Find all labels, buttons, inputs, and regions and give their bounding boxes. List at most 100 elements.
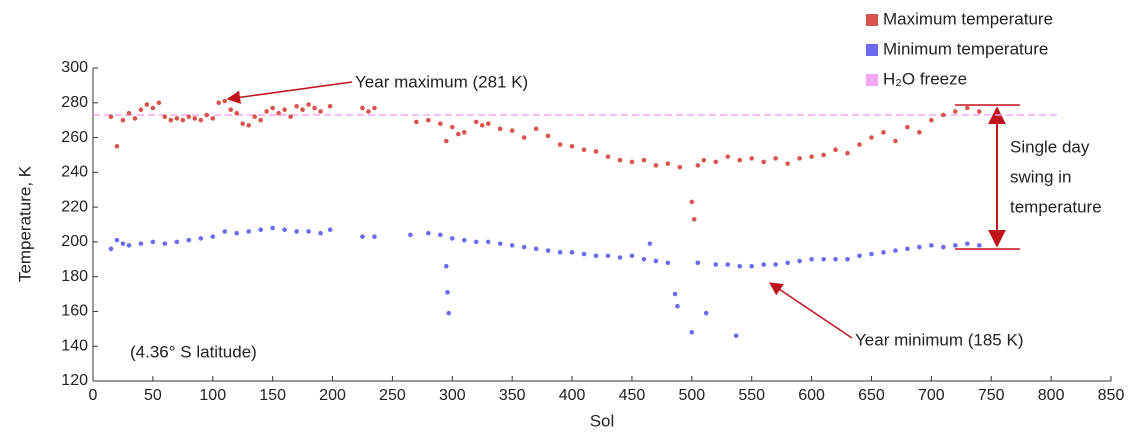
data-point	[797, 258, 802, 264]
data-point	[327, 227, 333, 233]
legend-label: Minimum temperature	[883, 39, 1048, 58]
data-point	[150, 239, 156, 245]
data-point	[180, 117, 186, 123]
data-point	[797, 156, 802, 161]
data-point	[605, 154, 611, 159]
data-point	[629, 159, 635, 165]
x-tick-label: 500	[678, 387, 705, 404]
data-point	[473, 119, 479, 125]
data-point	[689, 330, 695, 335]
x-tick-label: 700	[918, 387, 945, 404]
data-point	[126, 243, 132, 248]
data-point	[210, 116, 216, 121]
legend-swatch	[866, 74, 878, 86]
data-point	[108, 246, 114, 252]
data-point	[647, 241, 653, 246]
data-point	[485, 121, 491, 126]
x-tick-label: 300	[439, 387, 466, 404]
data-point	[138, 107, 144, 113]
y-tick-label: 120	[61, 372, 88, 389]
data-point	[929, 117, 934, 123]
data-point	[276, 110, 281, 116]
data-point	[976, 243, 982, 248]
legend-label: H₂O freeze	[883, 69, 967, 88]
data-point	[485, 239, 491, 245]
data-point	[270, 225, 275, 231]
data-point	[234, 110, 240, 116]
legend-swatch	[866, 44, 878, 56]
data-point	[168, 117, 174, 123]
data-point	[204, 112, 210, 118]
data-point	[773, 262, 778, 267]
data-point	[252, 114, 257, 119]
data-point	[821, 152, 826, 158]
data-point	[360, 234, 365, 239]
data-point	[893, 138, 898, 144]
data-point	[120, 241, 126, 246]
data-point	[785, 161, 790, 166]
x-tick-label: 550	[738, 387, 765, 404]
data-point	[593, 149, 599, 154]
data-point	[617, 255, 623, 260]
x-tick-label: 150	[259, 387, 286, 404]
data-point	[964, 241, 970, 246]
data-point	[725, 262, 731, 267]
data-point	[294, 103, 299, 109]
data-point	[258, 227, 263, 233]
data-point	[162, 114, 168, 119]
data-point	[216, 100, 222, 106]
data-point	[366, 109, 371, 114]
data-point	[857, 142, 862, 147]
data-point	[306, 229, 311, 234]
data-point	[725, 154, 731, 159]
x-tick-label: 350	[499, 387, 526, 404]
data-point	[689, 199, 695, 205]
annotation: Year minimum (185 K)	[855, 330, 1024, 349]
data-point	[881, 130, 886, 135]
data-point	[438, 121, 443, 126]
annotation: (4.36° S latitude)	[130, 342, 257, 361]
data-point	[144, 102, 150, 107]
data-point	[444, 263, 449, 269]
data-point	[372, 105, 377, 111]
data-point	[426, 230, 431, 236]
data-point	[162, 241, 168, 246]
x-tick-label: 450	[619, 387, 646, 404]
data-point	[653, 258, 659, 264]
data-point	[222, 98, 228, 104]
data-point	[941, 244, 946, 250]
data-point	[665, 260, 671, 266]
y-axis-label: Temperature, K	[15, 165, 34, 282]
data-point	[192, 116, 198, 121]
data-point	[869, 251, 874, 257]
data-point	[509, 128, 515, 133]
data-point	[445, 290, 450, 295]
data-point	[521, 135, 527, 140]
data-point	[327, 103, 333, 109]
data-point	[479, 123, 485, 128]
x-tick-label: 800	[1038, 387, 1065, 404]
data-point	[703, 310, 709, 316]
data-point	[713, 159, 719, 165]
data-point	[306, 102, 311, 107]
data-point	[246, 123, 251, 128]
data-point	[629, 253, 635, 259]
data-point	[675, 303, 680, 309]
data-point	[114, 143, 120, 149]
data-point	[461, 237, 467, 243]
data-point	[497, 241, 503, 246]
data-point	[677, 164, 683, 170]
data-point	[929, 243, 934, 248]
data-point	[749, 156, 755, 161]
data-point	[372, 234, 377, 239]
data-point	[785, 260, 790, 266]
data-point	[438, 232, 443, 238]
x-tick-label: 400	[559, 387, 586, 404]
data-point	[186, 114, 192, 119]
y-tick-label: 180	[61, 268, 88, 285]
x-tick-label: 0	[89, 387, 98, 404]
y-tick-label: 240	[61, 164, 88, 181]
data-point	[701, 157, 707, 163]
data-point	[833, 147, 838, 153]
data-point	[569, 250, 575, 255]
